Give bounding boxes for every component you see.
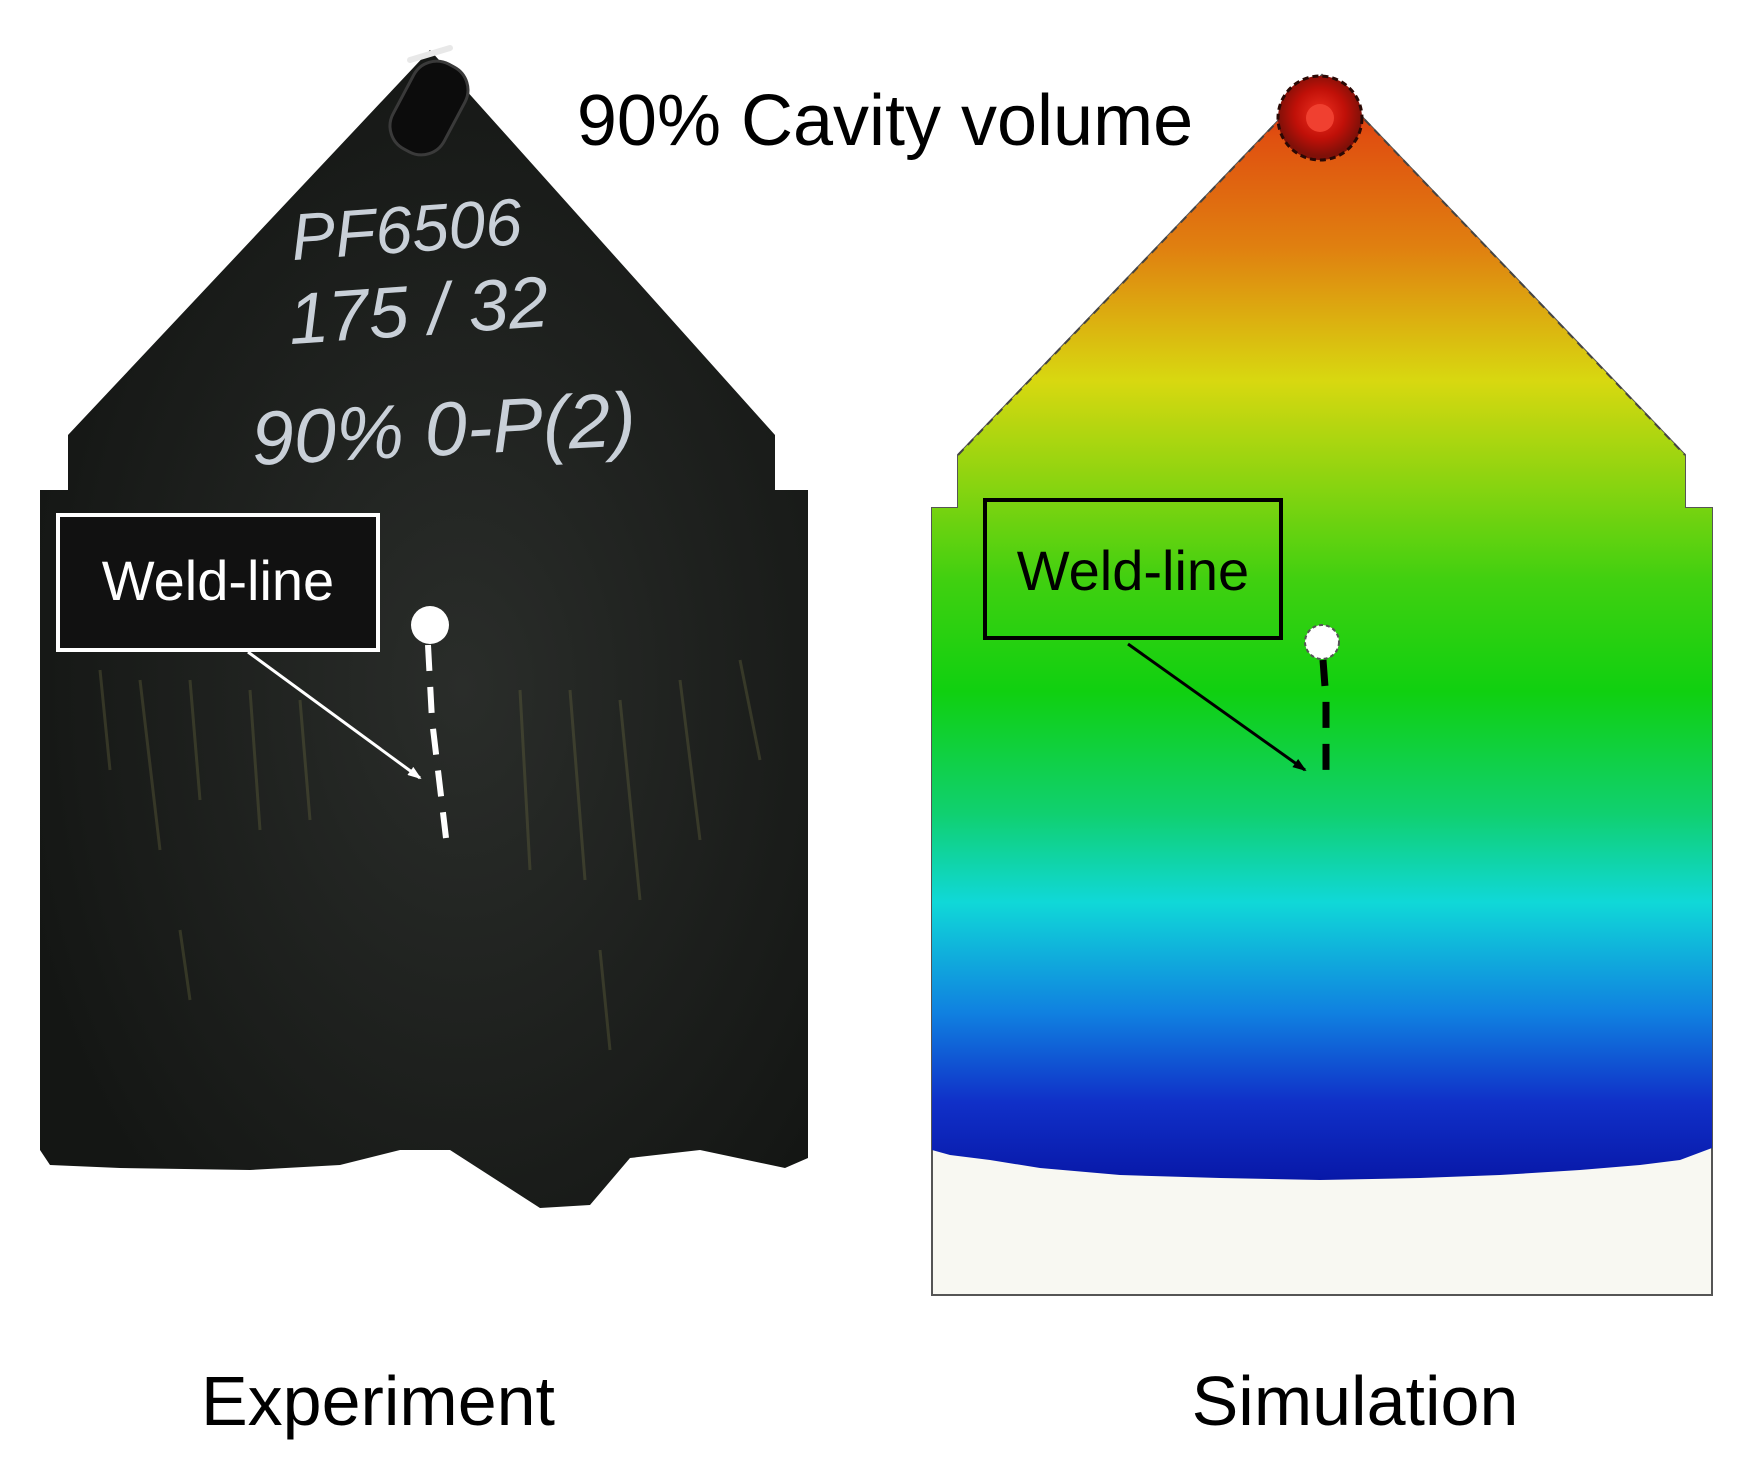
weld-point-simulation xyxy=(1304,624,1340,660)
title: 90% Cavity volume xyxy=(577,81,1193,161)
flow-streaks xyxy=(98,659,762,1051)
weld-line-dashes-experiment xyxy=(425,644,449,839)
simulation-panel: Weld-line Simulation xyxy=(931,73,1713,1440)
weld-line-dashes-simulation xyxy=(1319,659,1330,785)
weld-line-box-simulation xyxy=(983,498,1283,640)
weld-line-label-simulation: Weld-line xyxy=(1017,539,1249,602)
cavity-dashed-edge xyxy=(957,73,1686,456)
handwriting: PF6506 175 / 32 90% 0-P(2) xyxy=(250,184,638,482)
weld-line-arrow-experiment xyxy=(247,650,422,780)
weld-line-box-experiment xyxy=(56,513,380,652)
gate-insert xyxy=(388,45,470,157)
handwriting-line-2: 175 / 32 xyxy=(286,262,551,360)
gate-core xyxy=(1306,104,1334,132)
weld-line-label-experiment: Weld-line xyxy=(102,549,334,612)
simulation-caption: Simulation xyxy=(1192,1362,1519,1440)
weld-point-experiment xyxy=(411,606,449,644)
handwriting-line-3: 90% 0-P(2) xyxy=(250,377,638,482)
experiment-caption: Experiment xyxy=(201,1362,555,1440)
handwriting-line-1: PF6506 xyxy=(289,184,525,274)
experiment-panel: PF6506 175 / 32 90% 0-P(2) Weld-line Exp… xyxy=(40,45,808,1440)
weld-line-arrow-simulation xyxy=(1127,642,1307,772)
